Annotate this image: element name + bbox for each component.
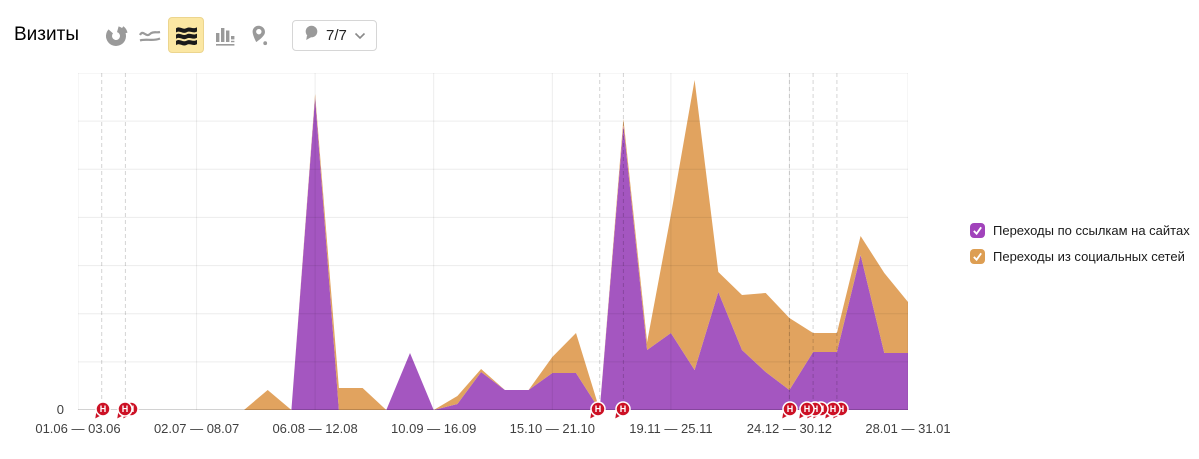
page-title: Визиты: [14, 24, 79, 45]
area-chart-icon: [175, 25, 197, 46]
pie-chart-icon: [104, 24, 128, 48]
svg-text:Н: Н: [100, 404, 107, 414]
legend-label: Переходы по ссылкам на сайтах: [993, 223, 1190, 238]
bar-chart-view-button[interactable]: [213, 24, 237, 48]
geo-map-view-button[interactable]: [247, 24, 271, 48]
x-tick-label: 06.08 — 12.08: [272, 421, 358, 436]
chart-legend: Переходы по ссылкам на сайтах Переходы и…: [970, 223, 1190, 275]
comments-count: 7/7: [326, 27, 347, 44]
comment-marker-badge[interactable]: Н: [93, 401, 111, 421]
map-pin-icon: [247, 24, 271, 48]
bar-chart-icon: [213, 24, 237, 48]
legend-item-site-links[interactable]: Переходы по ссылкам на сайтах: [970, 223, 1190, 238]
x-tick-label: 02.07 — 08.07: [153, 421, 240, 436]
chevron-down-icon: [354, 27, 366, 45]
x-tick-label: 15.10 — 21.10: [509, 421, 595, 436]
checkbox-checked-icon[interactable]: [970, 249, 985, 264]
area-chart-view-button[interactable]: [168, 17, 204, 53]
x-tick-label: 01.06 — 03.06: [35, 421, 121, 436]
svg-text:Н: Н: [830, 404, 837, 414]
svg-text:Н: Н: [122, 404, 129, 414]
line-chart-icon: [138, 24, 162, 48]
chart-plot-area[interactable]: [77, 72, 909, 411]
x-axis-labels: 01.06 — 03.06 02.07 — 08.07 06.08 — 12.0…: [0, 421, 1199, 439]
svg-text:Н: Н: [804, 404, 811, 414]
comment-bubble-icon: [303, 25, 319, 46]
svg-text:Н: Н: [812, 404, 819, 414]
svg-text:Н: Н: [838, 404, 845, 414]
comment-marker-badge[interactable]: Н: [613, 401, 631, 421]
stacked-area-chart: [77, 72, 909, 411]
comments-dropdown-button[interactable]: 7/7: [292, 20, 377, 51]
svg-text:Н: Н: [620, 404, 627, 414]
x-tick-label: 28.01 — 31.01: [865, 421, 951, 436]
annotation-markers[interactable]: ННННННННННН: [78, 394, 928, 428]
legend-item-social-networks[interactable]: Переходы из социальных сетей: [970, 249, 1190, 264]
x-tick-label: 10.09 — 16.09: [391, 421, 477, 436]
line-chart-view-button[interactable]: [138, 24, 162, 48]
comment-marker-badge[interactable]: Н: [588, 401, 606, 421]
x-tick-label: 19.11 — 25.11: [629, 421, 713, 436]
pie-chart-view-button[interactable]: [104, 24, 128, 48]
chart-toolbar: Визиты: [0, 0, 1199, 60]
legend-label: Переходы из социальных сетей: [993, 249, 1185, 264]
y-axis-zero-label: 0: [56, 402, 64, 417]
comment-marker-badge[interactable]: Н: [115, 401, 133, 421]
svg-text:Н: Н: [595, 404, 602, 414]
comment-marker-badge[interactable]: Н: [797, 401, 815, 421]
checkbox-checked-icon[interactable]: [970, 223, 985, 238]
x-tick-label: 24.12 — 30.12: [746, 421, 833, 436]
svg-text:Н: Н: [787, 404, 794, 414]
comment-marker-badge[interactable]: Н: [780, 401, 798, 421]
